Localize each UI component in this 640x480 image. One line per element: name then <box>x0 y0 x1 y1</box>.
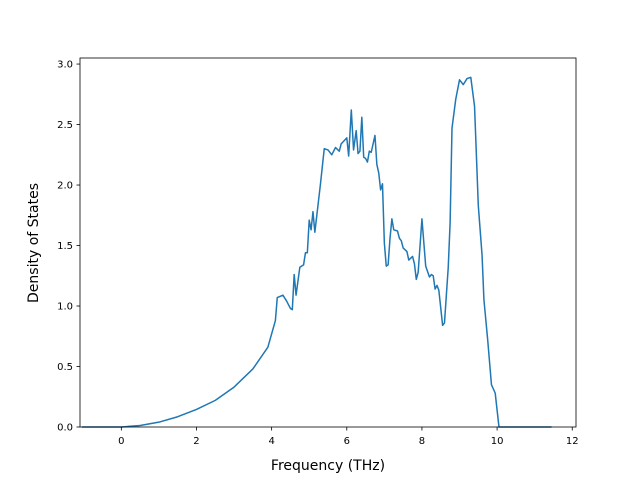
x-tick-label: 10 <box>491 436 504 447</box>
y-tick-label: 2.5 <box>57 120 73 131</box>
x-axis-label: Frequency (THz) <box>271 458 385 474</box>
axes-frame <box>79 57 577 428</box>
y-axis-label: Density of States <box>26 183 42 303</box>
x-tick-label: 6 <box>344 436 350 447</box>
y-tick-label: 0.5 <box>57 362 73 373</box>
y-tick-label: 1.5 <box>57 241 73 252</box>
series-line-0 <box>81 76 552 428</box>
x-tick-label: 8 <box>419 436 425 447</box>
y-tick-label: 0.0 <box>57 423 73 434</box>
x-tick-label: 0 <box>118 436 124 447</box>
x-tick-label: 2 <box>193 436 199 447</box>
x-tick-label: 12 <box>566 436 579 447</box>
y-tick-label: 3.0 <box>57 60 73 71</box>
x-tick-label: 4 <box>268 436 274 447</box>
plot-area: 0 2 4 6 8 10 12 0.0 0.5 1.0 1.5 2.0 2.5 3.0 <box>57 57 579 447</box>
y-tick-label: 2.0 <box>57 181 73 192</box>
y-tick-label: 1.0 <box>57 302 73 313</box>
